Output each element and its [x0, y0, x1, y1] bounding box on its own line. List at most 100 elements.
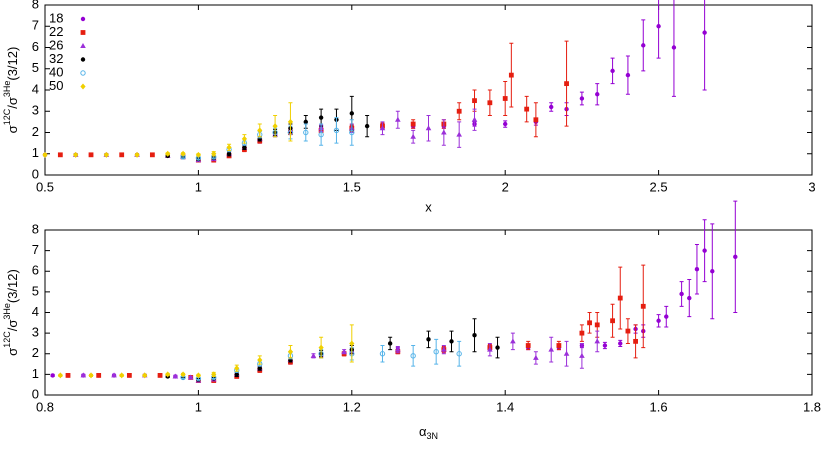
point	[149, 152, 155, 158]
x-tick-label: 1.5	[343, 179, 361, 194]
point	[242, 145, 247, 150]
error-bar	[434, 338, 439, 365]
point	[195, 151, 201, 158]
y-label-sup: 3He	[2, 303, 12, 320]
point	[387, 341, 393, 346]
point	[73, 151, 79, 158]
point	[318, 131, 324, 138]
y-tick-label: 5	[32, 283, 39, 298]
point	[687, 295, 692, 301]
series	[57, 324, 355, 379]
error-bar	[334, 117, 339, 144]
x-tick-label: 1	[195, 399, 202, 414]
point	[119, 372, 125, 379]
x-label-part: α	[419, 424, 427, 439]
plot-frame	[44, 4, 813, 176]
x-tick-label: 0.8	[36, 399, 54, 414]
error-bar	[349, 119, 354, 146]
point	[495, 345, 500, 350]
legend-label: 26	[49, 37, 63, 52]
legend-label: 18	[49, 10, 63, 25]
point	[610, 68, 615, 74]
point	[524, 106, 530, 112]
error-bar	[319, 123, 324, 146]
point	[318, 115, 324, 120]
point	[257, 356, 263, 363]
point	[80, 372, 87, 378]
y-tick-label: 8	[32, 0, 39, 11]
legend-marker	[80, 16, 86, 22]
series	[50, 200, 738, 382]
point	[441, 129, 447, 135]
point	[733, 254, 738, 260]
point	[119, 152, 125, 158]
point	[641, 43, 646, 48]
y-tick-label: 1	[32, 145, 39, 160]
y-tick-label: 4	[32, 304, 39, 319]
error-bar	[656, 0, 661, 59]
point	[349, 111, 354, 116]
point	[510, 338, 516, 344]
point	[533, 117, 539, 123]
point	[702, 248, 707, 253]
point	[180, 371, 186, 378]
point	[610, 318, 615, 324]
point	[318, 344, 324, 351]
x-tick-label: 1	[195, 179, 202, 194]
point	[533, 354, 539, 360]
point	[257, 365, 262, 371]
point	[456, 108, 462, 114]
point	[595, 92, 600, 97]
x-tick-label: 2	[502, 179, 509, 194]
legend-marker	[80, 57, 86, 62]
legend-marker	[80, 70, 86, 76]
point	[594, 322, 600, 328]
point	[579, 330, 585, 336]
point	[426, 337, 431, 342]
point	[50, 373, 55, 378]
point	[702, 30, 707, 35]
y-label-sup: 12C	[2, 108, 12, 125]
point	[487, 100, 493, 106]
point	[618, 341, 623, 346]
point	[349, 340, 355, 347]
point	[472, 98, 477, 104]
point	[379, 125, 386, 131]
legend-marker	[80, 30, 86, 35]
point	[234, 372, 239, 377]
point	[379, 351, 386, 357]
point	[349, 129, 355, 136]
point	[410, 133, 416, 139]
point	[694, 266, 700, 272]
point	[564, 81, 569, 87]
point	[341, 348, 347, 354]
x-tick-label: 3	[808, 179, 815, 194]
y-label-part: (3/12)	[5, 47, 20, 81]
point	[234, 365, 240, 372]
legend-marker	[80, 83, 86, 90]
y-tick-label: 2	[32, 124, 39, 139]
point	[103, 151, 109, 158]
series	[80, 330, 601, 383]
point	[226, 144, 232, 151]
point	[710, 269, 715, 274]
point	[211, 150, 217, 157]
series	[57, 40, 569, 163]
series	[165, 95, 370, 162]
y-tick-label: 3	[32, 325, 39, 340]
point	[425, 125, 432, 131]
point	[625, 72, 631, 78]
point	[508, 72, 514, 78]
point	[556, 343, 562, 348]
y-tick-label: 7	[32, 242, 39, 257]
point	[287, 348, 294, 355]
legend-label: 40	[49, 64, 63, 79]
y-tick-label: 3	[32, 103, 39, 118]
y-tick-label: 5	[32, 60, 39, 75]
error-bar	[411, 345, 416, 367]
point	[57, 152, 63, 158]
point	[157, 373, 163, 378]
point	[310, 352, 317, 358]
x-label-sub: 3N	[427, 431, 439, 441]
